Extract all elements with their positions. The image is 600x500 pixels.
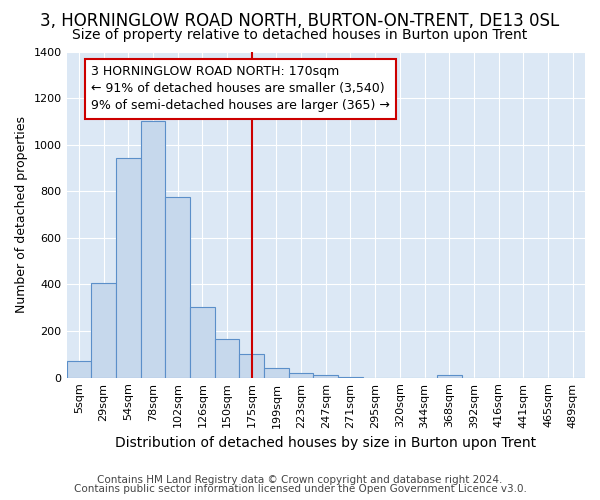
Bar	[116, 158, 140, 378]
Bar	[264, 368, 289, 378]
Bar	[91, 284, 116, 378]
Bar	[289, 374, 313, 378]
Bar	[313, 374, 338, 378]
Y-axis label: Number of detached properties: Number of detached properties	[15, 116, 28, 313]
Bar	[437, 376, 461, 378]
Text: Contains HM Land Registry data © Crown copyright and database right 2024.: Contains HM Land Registry data © Crown c…	[97, 475, 503, 485]
Text: Contains public sector information licensed under the Open Government Licence v3: Contains public sector information licen…	[74, 484, 526, 494]
X-axis label: Distribution of detached houses by size in Burton upon Trent: Distribution of detached houses by size …	[115, 436, 536, 450]
Text: 3 HORNINGLOW ROAD NORTH: 170sqm
← 91% of detached houses are smaller (3,540)
9% : 3 HORNINGLOW ROAD NORTH: 170sqm ← 91% of…	[91, 66, 390, 112]
Bar	[165, 197, 190, 378]
Bar	[67, 362, 91, 378]
Bar	[140, 122, 165, 378]
Text: 3, HORNINGLOW ROAD NORTH, BURTON-ON-TRENT, DE13 0SL: 3, HORNINGLOW ROAD NORTH, BURTON-ON-TREN…	[40, 12, 560, 30]
Text: Size of property relative to detached houses in Burton upon Trent: Size of property relative to detached ho…	[73, 28, 527, 42]
Bar	[338, 376, 363, 378]
Bar	[215, 339, 239, 378]
Bar	[190, 306, 215, 378]
Bar	[239, 354, 264, 378]
